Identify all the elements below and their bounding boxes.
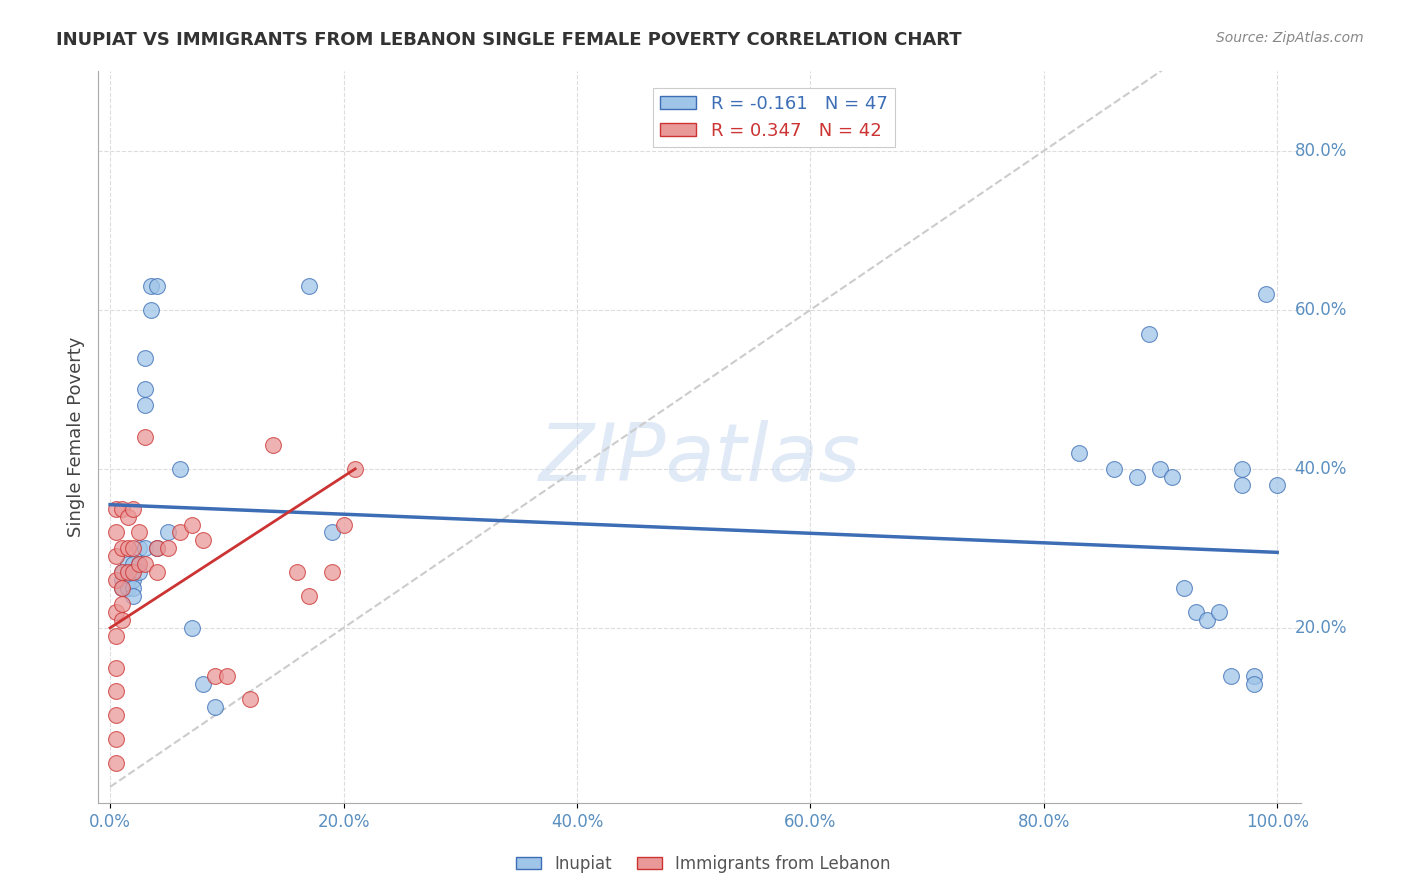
Point xyxy=(1243,676,1265,690)
Point xyxy=(169,462,191,476)
Text: 40.0%: 40.0% xyxy=(1295,460,1347,478)
Point xyxy=(1184,605,1206,619)
Point xyxy=(122,566,145,580)
Point xyxy=(104,660,127,674)
Point xyxy=(193,676,215,690)
Point xyxy=(180,621,202,635)
Point xyxy=(134,558,156,572)
Point xyxy=(139,279,162,293)
Point xyxy=(104,756,127,770)
Point xyxy=(1243,668,1265,682)
Point xyxy=(128,558,150,572)
Point xyxy=(104,549,127,564)
Point xyxy=(117,566,139,580)
Point xyxy=(122,589,145,603)
Point xyxy=(1126,470,1149,484)
Text: 60.0%: 60.0% xyxy=(1295,301,1347,318)
Point xyxy=(157,541,180,556)
Point xyxy=(169,525,191,540)
Point xyxy=(104,708,127,723)
Point xyxy=(104,684,127,698)
Point xyxy=(321,525,343,540)
Point xyxy=(122,566,145,580)
Point xyxy=(134,383,156,397)
Text: INUPIAT VS IMMIGRANTS FROM LEBANON SINGLE FEMALE POVERTY CORRELATION CHART: INUPIAT VS IMMIGRANTS FROM LEBANON SINGL… xyxy=(56,31,962,49)
Point xyxy=(104,501,127,516)
Legend: R = -0.161   N = 47, R = 0.347   N = 42: R = -0.161 N = 47, R = 0.347 N = 42 xyxy=(652,87,894,147)
Text: Source: ZipAtlas.com: Source: ZipAtlas.com xyxy=(1216,31,1364,45)
Point xyxy=(1265,477,1288,491)
Point xyxy=(139,302,162,317)
Point xyxy=(204,700,226,714)
Point xyxy=(117,541,139,556)
Point xyxy=(134,351,156,365)
Point xyxy=(128,541,150,556)
Point xyxy=(111,541,134,556)
Legend: Inupiat, Immigrants from Lebanon: Inupiat, Immigrants from Lebanon xyxy=(509,848,897,880)
Point xyxy=(134,541,156,556)
Point xyxy=(1219,668,1241,682)
Point xyxy=(111,566,134,580)
Point xyxy=(239,692,262,706)
Y-axis label: Single Female Poverty: Single Female Poverty xyxy=(66,337,84,537)
Point xyxy=(111,581,134,595)
Point xyxy=(332,517,354,532)
Point xyxy=(111,501,134,516)
Point xyxy=(1230,462,1253,476)
Point xyxy=(146,566,169,580)
Text: ZIPatlas: ZIPatlas xyxy=(538,420,860,498)
Point xyxy=(204,668,226,682)
Point xyxy=(146,541,169,556)
Point xyxy=(1067,446,1090,460)
Point xyxy=(128,566,150,580)
Point xyxy=(104,573,127,587)
Point xyxy=(1161,470,1184,484)
Point xyxy=(117,573,139,587)
Point xyxy=(1173,581,1195,595)
Point xyxy=(134,430,156,444)
Point xyxy=(111,573,134,587)
Point xyxy=(1254,287,1277,301)
Point xyxy=(344,462,367,476)
Point xyxy=(1197,613,1219,627)
Point xyxy=(104,629,127,643)
Point xyxy=(122,573,145,587)
Point xyxy=(297,279,319,293)
Point xyxy=(111,566,134,580)
Point xyxy=(111,597,134,611)
Point xyxy=(104,732,127,747)
Point xyxy=(193,533,215,548)
Point xyxy=(146,541,169,556)
Text: 80.0%: 80.0% xyxy=(1295,142,1347,160)
Point xyxy=(122,581,145,595)
Point xyxy=(104,605,127,619)
Point xyxy=(146,279,169,293)
Point xyxy=(1102,462,1125,476)
Point xyxy=(321,566,343,580)
Point xyxy=(122,541,145,556)
Point xyxy=(134,398,156,412)
Point xyxy=(157,525,180,540)
Text: 20.0%: 20.0% xyxy=(1295,619,1347,637)
Point xyxy=(1230,477,1253,491)
Point xyxy=(1208,605,1230,619)
Point xyxy=(111,613,134,627)
Point xyxy=(1149,462,1171,476)
Point xyxy=(117,558,139,572)
Point xyxy=(122,558,145,572)
Point xyxy=(215,668,238,682)
Point xyxy=(117,509,139,524)
Point xyxy=(263,438,285,452)
Point xyxy=(111,581,134,595)
Point xyxy=(180,517,202,532)
Point xyxy=(104,525,127,540)
Point xyxy=(117,581,139,595)
Point xyxy=(285,566,308,580)
Point xyxy=(128,558,150,572)
Point xyxy=(122,501,145,516)
Point xyxy=(117,566,139,580)
Point xyxy=(128,525,150,540)
Point xyxy=(297,589,319,603)
Point xyxy=(1137,326,1160,341)
